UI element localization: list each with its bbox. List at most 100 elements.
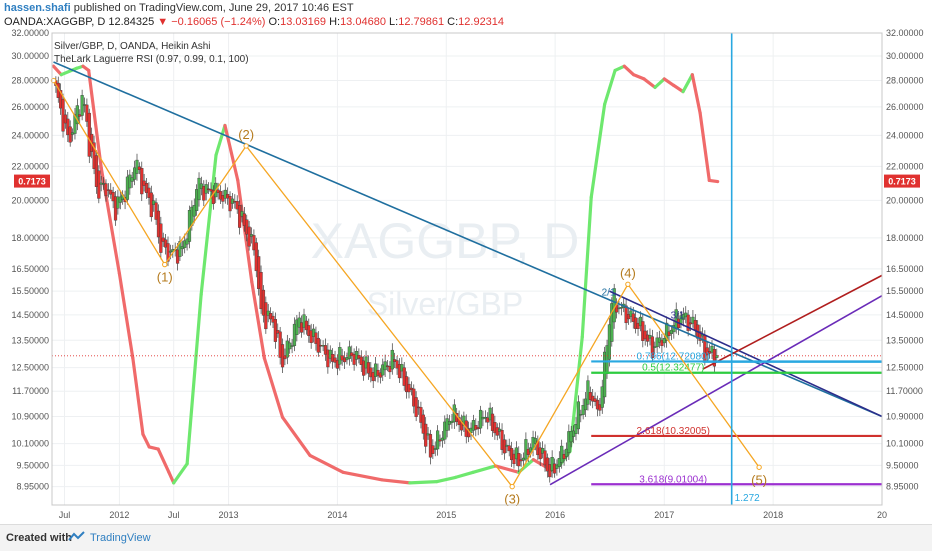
y-tick-label-left: 10.90000 xyxy=(11,411,49,421)
wave-label: (4) xyxy=(620,265,636,280)
x-tick-label: Jul xyxy=(59,510,71,520)
fib-level-label: 0.786(12.72080) xyxy=(637,351,710,362)
rsi-value-badge-right-bg xyxy=(884,174,920,188)
elliott-wave-path xyxy=(52,80,760,488)
rsi-segment xyxy=(236,178,254,284)
high-label: H: xyxy=(329,16,341,28)
candle-body xyxy=(610,303,614,342)
rsi-value-badge-right: 0.7173 xyxy=(888,177,916,187)
y-tick-label-right: 10.10000 xyxy=(886,439,924,449)
rsi-segment xyxy=(156,447,171,474)
rsi-segment xyxy=(435,475,458,484)
y-tick-label-left: 10.10000 xyxy=(11,439,49,449)
rsi-segment xyxy=(59,66,79,77)
y-tick-label-left: 14.50000 xyxy=(11,310,49,320)
candle-body xyxy=(264,302,268,330)
high-value: 13.04680 xyxy=(340,16,386,28)
y-tick-label-right: 12.50000 xyxy=(886,363,924,373)
rsi-segment xyxy=(681,73,694,94)
price-candles xyxy=(54,76,719,483)
axes: 32.00000 32.00000 30.00000 30.00000 28.00000… xyxy=(11,28,923,520)
candle-body xyxy=(653,346,657,348)
rsi-segment xyxy=(631,73,646,81)
published-text: published on TradingView.com, June 29, 2… xyxy=(73,2,354,14)
x-tick-label: 2017 xyxy=(654,510,674,520)
rsi-segment xyxy=(99,166,122,276)
rsi-segment xyxy=(185,293,203,466)
x-tick-label: Jul xyxy=(168,510,180,520)
tradingview-logo-icon xyxy=(68,531,85,541)
close-label: C: xyxy=(447,16,459,28)
rsi-segment xyxy=(471,464,498,474)
y-tick-label-left: 13.50000 xyxy=(11,335,49,345)
trend-line xyxy=(53,61,883,418)
x-tick-label: 2014 xyxy=(327,510,347,520)
x-tick-label: 20 xyxy=(877,510,887,520)
y-tick-label-left: 22.00000 xyxy=(11,161,49,171)
watermark-symbol: XAGGBP, D xyxy=(311,213,580,269)
watermark-name: Silver/GBP xyxy=(367,286,523,322)
trend-line-label: 2/1 xyxy=(602,287,616,298)
legend-symbol: Silver/GBP, D, OANDA, Heikin Ashi xyxy=(54,41,211,52)
rsi-value-badge-left: 0.7173 xyxy=(18,177,46,187)
wave-label: (2) xyxy=(238,127,254,142)
plot-frame xyxy=(51,32,883,506)
rsi-value-badge-left-bg xyxy=(14,174,50,188)
y-tick-label-right: 10.90000 xyxy=(886,411,924,421)
y-tick-label-right: 8.95000 xyxy=(886,482,919,492)
author-link[interactable]: hassen.shafi xyxy=(4,2,71,14)
y-tick-label-right: 11.70000 xyxy=(886,386,923,396)
wave-pivot xyxy=(509,483,515,490)
trend-line xyxy=(609,290,883,418)
rsi-segment xyxy=(380,478,412,485)
y-tick-label-left: 28.00000 xyxy=(11,76,49,86)
y-tick-label-left: 11.70000 xyxy=(12,386,49,396)
wave-pivot xyxy=(756,464,762,470)
rsi-segment xyxy=(214,123,227,157)
publish-line: hassen.shafi published on TradingView.co… xyxy=(4,2,354,15)
tradingview-link[interactable]: TradingView xyxy=(90,532,151,544)
rsi-segment xyxy=(141,432,151,449)
candle-body xyxy=(97,170,101,199)
down-arrow-icon: ▼ xyxy=(157,16,169,28)
fib-level-label: 0.5(12.32477) xyxy=(642,363,704,374)
wave-label: (5) xyxy=(751,472,767,487)
candle-body xyxy=(715,355,719,358)
wave-pivot xyxy=(162,261,168,268)
wave-pivot xyxy=(625,281,631,287)
rsi-segment xyxy=(250,280,266,360)
rsi-segment xyxy=(613,64,626,73)
ohlc-line: OANDA:XAGGBP, D 12.84325 ▼ −0.16065 (−1.… xyxy=(4,16,504,29)
y-tick-label-left: 8.95000 xyxy=(16,482,49,492)
y-tick-label-left: 32.00000 xyxy=(11,28,49,38)
created-with-text: Created with xyxy=(6,532,73,544)
y-tick-label-right: 9.50000 xyxy=(886,460,919,470)
rsi-segment xyxy=(117,271,135,360)
x-tick-label: 2018 xyxy=(763,510,783,520)
footer: Created with TradingView xyxy=(0,524,932,551)
open-label: O: xyxy=(268,16,281,28)
y-tick-label-right: 15.50000 xyxy=(886,286,924,296)
rsi-segment xyxy=(662,77,676,87)
y-tick-label-right: 22.00000 xyxy=(886,161,924,171)
candle-body xyxy=(603,351,607,398)
rsi-segment xyxy=(580,195,593,339)
y-tick-label-right: 20.00000 xyxy=(886,195,924,205)
chart-area[interactable]: XAGGBP, D Silver/GBP 2/1 3/1 0.786(12.7208… xyxy=(0,0,932,524)
rsi-segment xyxy=(341,470,385,482)
rsi-segment xyxy=(51,64,63,77)
y-tick-label-left: 12.50000 xyxy=(11,363,49,373)
y-tick-label-right: 26.00000 xyxy=(886,102,924,112)
x-tick-label: 2015 xyxy=(436,510,456,520)
rsi-segment xyxy=(262,356,285,419)
y-tick-label-left: 24.00000 xyxy=(11,130,49,140)
y-tick-label-right: 32.00000 xyxy=(886,28,924,38)
rsi-segment xyxy=(707,178,720,184)
y-tick-label-right: 16.50000 xyxy=(886,264,924,274)
header: hassen.shafi published on TradingView.co… xyxy=(0,0,932,30)
candle-body xyxy=(290,345,294,347)
candle-body xyxy=(607,324,612,360)
trend-line xyxy=(702,274,883,370)
rsi-segment xyxy=(589,102,607,199)
rsi-segment xyxy=(653,77,666,89)
